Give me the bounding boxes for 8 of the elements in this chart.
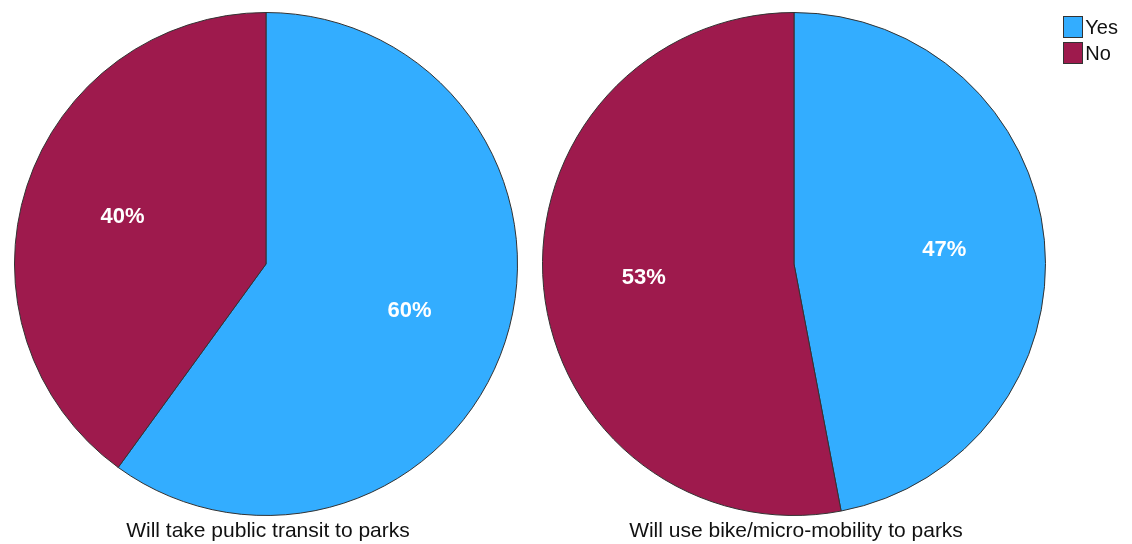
data-label: 40% bbox=[100, 203, 145, 229]
text: Will take public transit to parks bbox=[125, 518, 411, 542]
data-label: 60% bbox=[387, 296, 432, 322]
data-label: 53% bbox=[621, 264, 666, 290]
text: Will use bike/micro-mobility to parks bbox=[628, 518, 964, 542]
legend-label: No bbox=[1085, 41, 1111, 65]
data-label: 47% bbox=[922, 235, 967, 261]
legend-label: Yes bbox=[1085, 15, 1118, 39]
